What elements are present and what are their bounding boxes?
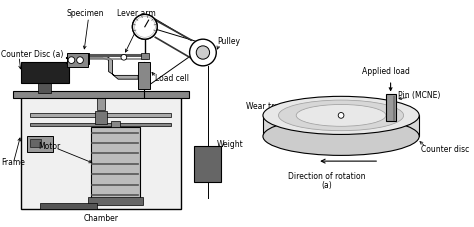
Bar xyxy=(67,54,88,67)
Bar xyxy=(30,114,172,118)
Text: Motor: Motor xyxy=(38,141,60,151)
Bar xyxy=(13,91,189,99)
Circle shape xyxy=(132,15,157,40)
Text: Counter Disc (a): Counter Disc (a) xyxy=(1,49,64,58)
Circle shape xyxy=(68,58,75,64)
Bar xyxy=(141,54,149,60)
Circle shape xyxy=(132,15,157,40)
Bar xyxy=(110,122,120,127)
Text: Applied load: Applied load xyxy=(362,67,410,76)
Bar xyxy=(97,99,105,110)
Bar xyxy=(30,123,172,126)
Circle shape xyxy=(196,47,210,60)
Text: Weight: Weight xyxy=(217,140,244,148)
Text: Chamber: Chamber xyxy=(83,213,118,222)
Bar xyxy=(29,140,41,147)
Text: Pulley: Pulley xyxy=(217,37,240,46)
Circle shape xyxy=(190,40,216,67)
Bar xyxy=(392,97,395,122)
Bar xyxy=(386,95,396,122)
Text: (a): (a) xyxy=(321,180,332,189)
Text: Specimen: Specimen xyxy=(67,9,104,18)
Bar xyxy=(79,53,89,65)
Bar xyxy=(194,146,221,182)
Text: Pin (MCNE): Pin (MCNE) xyxy=(398,90,441,99)
Text: Wear track: Wear track xyxy=(246,102,288,111)
Bar xyxy=(91,127,140,201)
Bar xyxy=(38,84,52,93)
Circle shape xyxy=(338,113,344,119)
Text: Lever arm: Lever arm xyxy=(117,9,155,18)
Circle shape xyxy=(121,55,127,61)
Text: Load cell: Load cell xyxy=(155,73,189,82)
Bar xyxy=(40,203,97,209)
Text: Counter disc: Counter disc xyxy=(421,144,469,153)
Bar xyxy=(138,63,150,89)
Bar xyxy=(21,97,181,209)
Bar xyxy=(88,197,143,205)
Ellipse shape xyxy=(263,97,419,135)
Text: Direction of rotation: Direction of rotation xyxy=(288,171,365,180)
Polygon shape xyxy=(88,57,138,80)
Polygon shape xyxy=(279,101,403,131)
Polygon shape xyxy=(263,116,419,137)
Ellipse shape xyxy=(263,118,419,156)
Bar xyxy=(21,63,69,84)
Text: Frame: Frame xyxy=(1,158,25,167)
Bar xyxy=(27,137,54,152)
Bar xyxy=(95,111,107,124)
Circle shape xyxy=(77,58,83,64)
